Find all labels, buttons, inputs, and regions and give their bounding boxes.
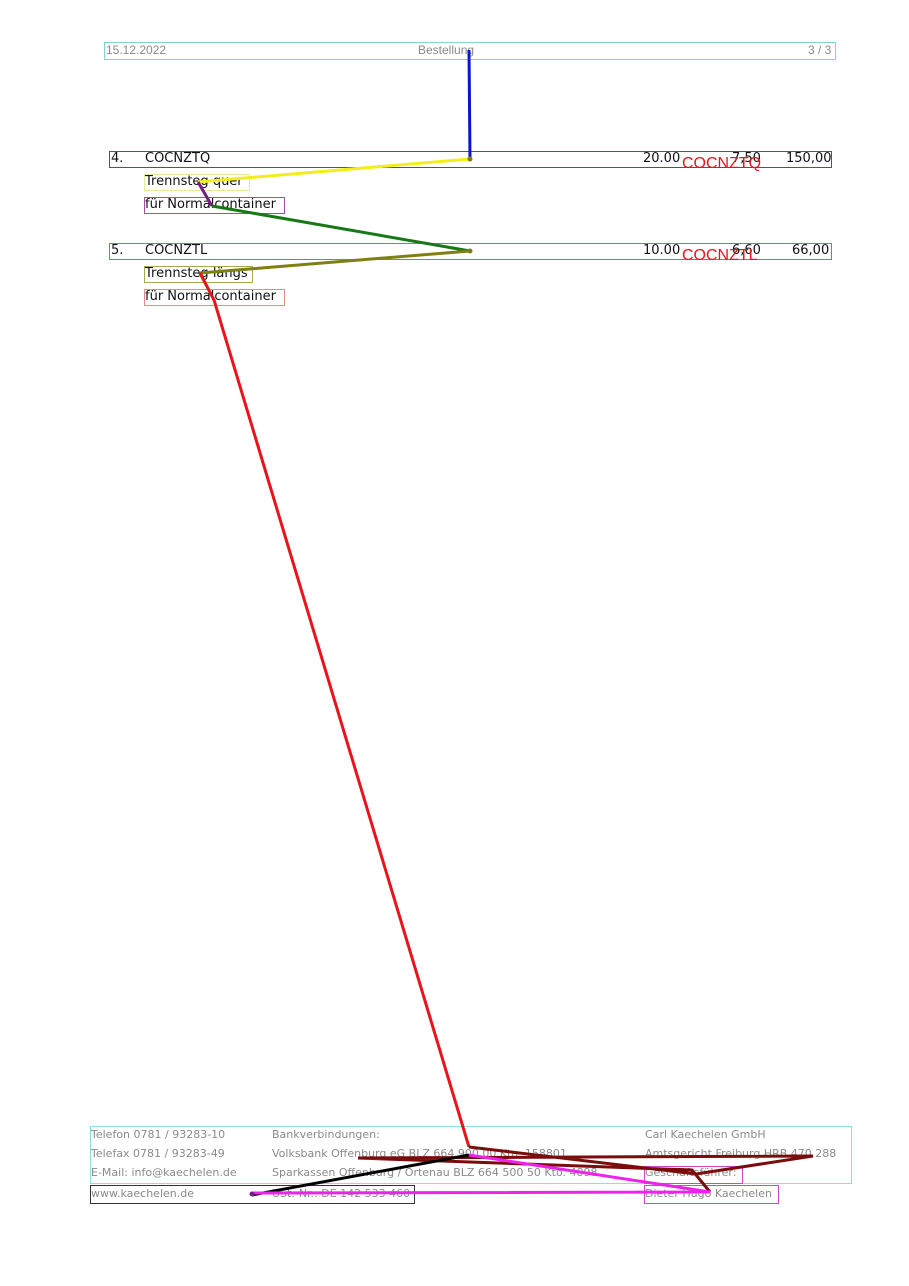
item-code-overlay-label: COCNZTL	[682, 247, 758, 264]
header-title: Bestellung	[418, 43, 475, 57]
item-unit-price: 6,60	[732, 243, 761, 258]
footer-email: E-Mail: info@kaechelen.de	[91, 1166, 237, 1179]
footer-bank-sparkasse: Sparkassen Offenburg / Ortenau BLZ 664 5…	[272, 1166, 598, 1179]
item-code: COCNZTQ	[145, 151, 211, 166]
item-code-overlay-label: COCNZTQ	[682, 155, 762, 172]
item-position: 4.	[111, 151, 124, 166]
footer-bank-volksbank: Volksbank Offenburg eG BLZ 664 900 00 Kt…	[272, 1147, 567, 1160]
footer-bank-heading: Bankverbindungen:	[272, 1128, 380, 1141]
item-description-line2: für Normalcontainer	[145, 197, 276, 212]
item-description-line2: für Normalcontainer	[145, 289, 276, 304]
item-position: 5.	[111, 243, 124, 258]
header-date: 15.12.2022	[106, 43, 167, 57]
header-page-number: 3 / 3	[808, 43, 832, 57]
footer-vat-number: USt.-Nr.: DE 142 533 460	[272, 1187, 411, 1200]
item-quantity: 10.00	[643, 243, 681, 258]
footer-managing-director-name: Dieter Hugo Kaechelen	[645, 1187, 772, 1200]
item-unit-price: 7,50	[732, 151, 761, 166]
overlay-line-red	[198, 272, 471, 1148]
item-row-5	[109, 243, 832, 260]
footer-phone: Telefon 0781 / 93283-10	[91, 1128, 226, 1141]
item-description-line1: Trennsteg längs	[145, 266, 248, 281]
item-description-line1: Trennsteg quer	[145, 174, 243, 189]
item-total: 66,00	[792, 243, 830, 258]
footer-website: www.kaechelen.de	[91, 1187, 194, 1200]
item-quantity: 20.00	[643, 151, 681, 166]
item-total: 150,00	[786, 151, 832, 166]
overlay-line-blue	[467, 49, 472, 160]
footer-register-court: Amtsgericht Freiburg HRB 470 288	[645, 1147, 837, 1160]
footer-fax: Telefax 0781 / 93283-49	[91, 1147, 225, 1160]
item-code: COCNZTL	[145, 243, 208, 258]
footer-managing-director-label: Geschäftsführer:	[645, 1166, 737, 1179]
footer-company-name: Carl Kaechelen GmbH	[645, 1128, 766, 1141]
